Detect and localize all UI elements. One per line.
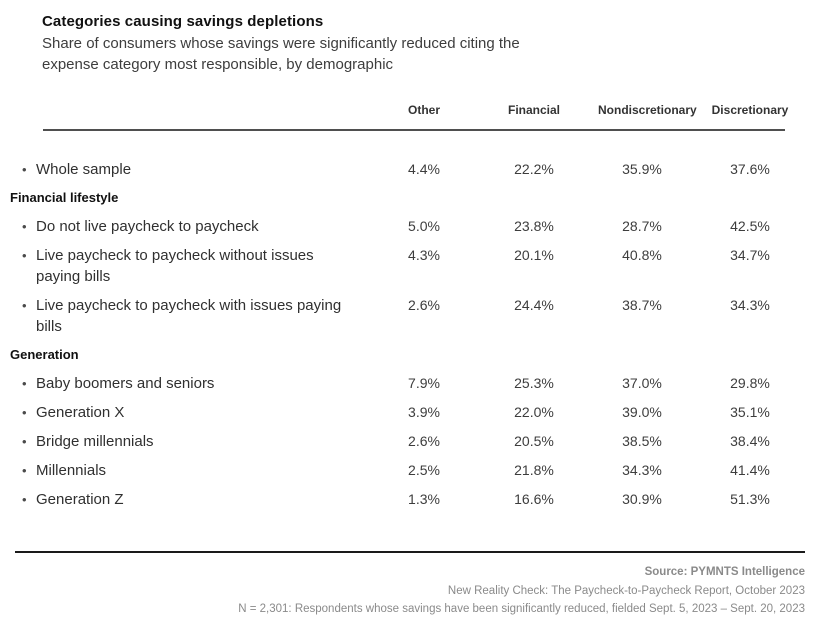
value-cell: 21.8%: [514, 462, 554, 478]
value-cell: 29.8%: [730, 375, 770, 391]
value-cell: 2.6%: [408, 297, 440, 313]
column-header-nondiscretionary: Nondiscretionary: [598, 103, 697, 117]
value-cell: 4.4%: [408, 161, 440, 177]
table-row-generation-z: Generation Z 1.3% 16.6% 30.9% 51.3%: [10, 489, 814, 510]
value-cell: 22.2%: [514, 161, 554, 177]
figure-heading: Categories causing savings depletions Sh…: [0, 0, 819, 75]
value-cell: 22.0%: [514, 404, 554, 420]
value-cell: 2.5%: [408, 462, 440, 478]
value-cell: 38.5%: [622, 433, 662, 449]
value-cell: 28.7%: [622, 218, 662, 234]
section-header-financial-lifestyle: Financial lifestyle: [10, 190, 119, 205]
table-row-live-paycheck-to-paycheck-with-issues-paying-bills: Live paycheck to paycheck with issues pa…: [10, 295, 814, 337]
row-label: Bridge millennials: [10, 431, 378, 452]
row-label: Live paycheck to paycheck without issues…: [10, 245, 378, 287]
table-row-bridge-millennials: Bridge millennials 2.6% 20.5% 38.5% 38.4%: [10, 431, 814, 452]
value-cell: 41.4%: [730, 462, 770, 478]
row-label: Live paycheck to paycheck with issues pa…: [10, 295, 378, 337]
header-rule: [43, 129, 785, 131]
value-cell: 51.3%: [730, 491, 770, 507]
column-header-discretionary: Discretionary: [711, 103, 789, 117]
footer-report: New Reality Check: The Paycheck-to-Paych…: [447, 584, 805, 597]
value-cell: 38.4%: [730, 433, 770, 449]
value-cell: 34.3%: [730, 297, 770, 313]
row-label: Generation X: [10, 402, 378, 423]
column-header-financial: Financial: [507, 103, 560, 117]
footer-note: N = 2,301: Respondents whose savings hav…: [238, 603, 805, 615]
value-cell: 20.1%: [514, 247, 554, 263]
table-header-row: Other Financial Nondiscretionary Discret…: [10, 103, 814, 117]
value-cell: 23.8%: [514, 218, 554, 234]
table-row-baby-boomers-and-seniors: Baby boomers and seniors 7.9% 25.3% 37.0% 29…: [10, 373, 814, 394]
value-cell: 25.3%: [514, 375, 554, 391]
value-cell: 35.1%: [730, 404, 770, 420]
table-row-whole-sample: Whole sample 4.4% 22.2% 35.9% 37.6%: [10, 159, 814, 180]
value-cell: 37.0%: [622, 375, 662, 391]
table-body: Whole sample 4.4% 22.2% 35.9% 37.6% Financial…: [10, 159, 814, 510]
data-table: Other Financial Nondiscretionary Discret…: [10, 103, 814, 510]
value-cell: 20.5%: [514, 433, 554, 449]
value-cell: 39.0%: [622, 404, 662, 420]
figure-subtitle: Share of consumers whose savings were si…: [42, 35, 520, 73]
value-cell: 5.0%: [408, 218, 440, 234]
bottom-rule: [15, 551, 805, 553]
figure-title: Categories causing savings depletions: [42, 13, 324, 30]
footer-source: Source: PYMNTS Intelligence: [644, 566, 805, 578]
column-header-other: Other: [407, 103, 440, 117]
value-cell: 1.3%: [408, 491, 440, 507]
table-row-live-paycheck-to-paycheck-without-issues-paying-bills: Live paycheck to paycheck without issues…: [10, 245, 814, 287]
row-label: Generation Z: [10, 489, 378, 510]
row-label: Millennials: [10, 460, 378, 481]
value-cell: 7.9%: [408, 375, 440, 391]
row-label: Baby boomers and seniors: [10, 373, 378, 394]
row-label: Do not live paycheck to paycheck: [10, 216, 378, 237]
figure-footer: Source: PYMNTS Intelligence New Reality …: [238, 563, 805, 619]
section-header-generation: Generation: [10, 347, 79, 362]
value-cell: 2.6%: [408, 433, 440, 449]
value-cell: 34.3%: [622, 462, 662, 478]
value-cell: 30.9%: [622, 491, 662, 507]
value-cell: 35.9%: [622, 161, 662, 177]
value-cell: 37.6%: [730, 161, 770, 177]
value-cell: 24.4%: [514, 297, 554, 313]
table-row-generation-x: Generation X 3.9% 22.0% 39.0% 35.1%: [10, 402, 814, 423]
row-label: Whole sample: [10, 159, 378, 180]
value-cell: 3.9%: [408, 404, 440, 420]
table-row-do-not-live-paycheck-to-paycheck: Do not live paycheck to paycheck 5.0% 23.8…: [10, 216, 814, 237]
value-cell: 42.5%: [730, 218, 770, 234]
value-cell: 38.7%: [622, 297, 662, 313]
value-cell: 4.3%: [408, 247, 440, 263]
value-cell: 34.7%: [730, 247, 770, 263]
table-row-millennials: Millennials 2.5% 21.8% 34.3% 41.4%: [10, 460, 814, 481]
value-cell: 40.8%: [622, 247, 662, 263]
value-cell: 16.6%: [514, 491, 554, 507]
